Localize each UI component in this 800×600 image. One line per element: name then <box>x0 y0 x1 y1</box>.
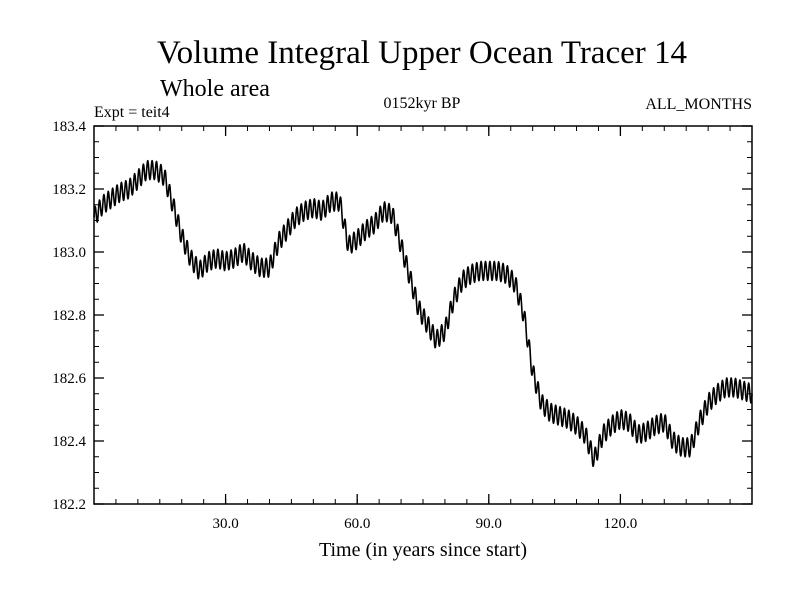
y-tick-label: 182.2 <box>52 497 86 513</box>
x-axis-label: Time (in years since start) <box>319 539 527 561</box>
series-line <box>93 159 753 467</box>
axis-ticks: 30.0 60.0 90.0 120.0 182.2 182.4 182.6 182.8 183… <box>52 119 752 532</box>
chart-title: Volume Integral Upper Ocean Tracer 14 <box>157 35 687 71</box>
y-tick-label: 182.6 <box>52 371 86 387</box>
period-label: 0152kyr BP <box>384 95 461 112</box>
y-tick-label: 183.0 <box>52 245 86 261</box>
x-tick-label: 60.0 <box>344 516 370 532</box>
y-tick-label: 182.8 <box>52 308 86 324</box>
y-tick-label: 183.4 <box>52 119 86 135</box>
series-group <box>93 159 753 467</box>
chart-subtitle: Whole area <box>160 76 270 102</box>
x-tick-label: 30.0 <box>212 516 238 532</box>
x-tick-label: 120.0 <box>604 516 638 532</box>
experiment-label: Expt = teit4 <box>94 104 170 121</box>
x-tick-label: 90.0 <box>476 516 502 532</box>
y-tick-label: 183.2 <box>52 182 86 198</box>
months-label: ALL_MONTHS <box>645 96 752 113</box>
y-tick-label: 182.4 <box>52 434 86 450</box>
